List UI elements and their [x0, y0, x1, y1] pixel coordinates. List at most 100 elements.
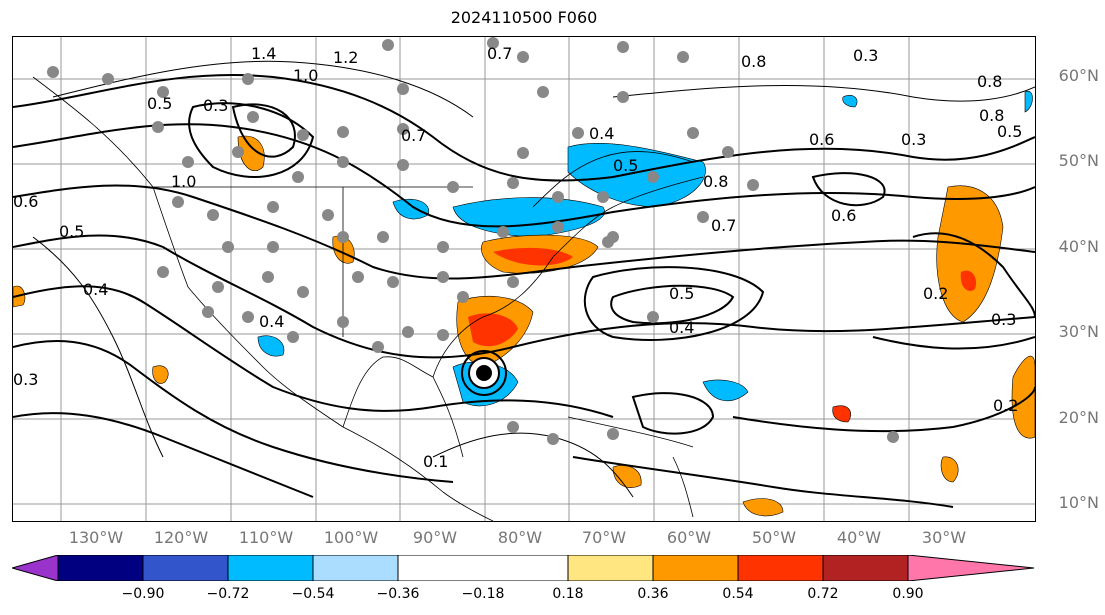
- station-dot: [172, 196, 184, 208]
- contour-label: 0.5: [997, 122, 1022, 141]
- lon-label: 30°W: [921, 528, 967, 547]
- station-dot: [222, 241, 234, 253]
- station-dot: [247, 111, 259, 123]
- station-markers: [47, 37, 899, 445]
- station-dot: [747, 179, 759, 191]
- lat-label: 20°N: [1058, 408, 1099, 427]
- station-dot: [152, 121, 164, 133]
- station-dot: [387, 276, 399, 288]
- station-dot: [547, 433, 559, 445]
- colorbar-cell: [822, 555, 909, 581]
- station-dot: [517, 51, 529, 63]
- station-dot: [397, 159, 409, 171]
- contour-label: 0.3: [901, 130, 926, 149]
- lon-label: 50°W: [751, 528, 797, 547]
- contour-label: 1.4: [251, 44, 276, 63]
- colorbar-tick: −0.90: [121, 586, 165, 602]
- station-dot: [552, 191, 564, 203]
- station-dot: [397, 83, 409, 95]
- station-dot: [607, 231, 619, 243]
- contour-label: 0.5: [147, 94, 172, 113]
- contour-label: 1.0: [171, 172, 196, 191]
- station-dot: [337, 156, 349, 168]
- station-dot: [647, 311, 659, 323]
- map-canvas: 1.4 1.2 1.0 0.5 0.3 0.8 0.7 0.4 0.6 0.5 …: [13, 37, 1035, 521]
- station-dot: [537, 86, 549, 98]
- lon-label: 40°W: [836, 528, 882, 547]
- lat-label: 10°N: [1058, 493, 1099, 512]
- station-dot: [337, 316, 349, 328]
- station-dot: [722, 146, 734, 158]
- colorbar-under-triangle: [12, 555, 59, 581]
- station-dot: [157, 266, 169, 278]
- station-dot: [102, 73, 114, 85]
- colorbar-cell: [142, 555, 229, 581]
- contour-label: 0.3: [13, 370, 38, 389]
- station-dot: [617, 41, 629, 53]
- station-dot: [457, 291, 469, 303]
- station-dot: [487, 37, 499, 49]
- station-dot: [372, 341, 384, 353]
- contours: [13, 74, 1035, 508]
- map-panel: 1.4 1.2 1.0 0.5 0.3 0.8 0.7 0.4 0.6 0.5 …: [12, 36, 1036, 522]
- colorbar-tick: 0.36: [637, 586, 669, 602]
- lon-label: 60°W: [666, 528, 712, 547]
- colorbar-cell: [397, 555, 569, 581]
- station-dot: [507, 177, 519, 189]
- contour-label: 0.7: [711, 216, 736, 235]
- contour-label: 0.5: [59, 222, 84, 241]
- lat-label: 50°N: [1058, 151, 1099, 170]
- contour-label: 0.2: [993, 396, 1018, 415]
- storm-center: [461, 350, 507, 396]
- lon-label: 80°W: [497, 528, 543, 547]
- colorbar-cell: [737, 555, 824, 581]
- contour-label: 0.1: [423, 452, 448, 471]
- contour-label: 0.2: [923, 284, 948, 303]
- station-dot: [687, 127, 699, 139]
- station-dot: [437, 271, 449, 283]
- contour-labels: 1.4 1.2 1.0 0.5 0.3 0.8 0.7 0.4 0.6 0.5 …: [13, 44, 1022, 471]
- station-dot: [297, 129, 309, 141]
- colorbar-tick: −0.72: [206, 586, 250, 602]
- station-dot: [607, 428, 619, 440]
- colorbar-over-triangle: [907, 555, 1035, 581]
- station-dot: [377, 231, 389, 243]
- station-dot: [437, 241, 449, 253]
- contour-label: 0.4: [83, 280, 108, 299]
- contour-label: 1.2: [333, 48, 358, 67]
- contour-label: 0.7: [401, 126, 426, 145]
- contour-label: 0.6: [809, 130, 834, 149]
- station-dot: [497, 226, 509, 238]
- station-dot: [207, 209, 219, 221]
- contour-label: 0.3: [991, 310, 1016, 329]
- colorbar-tick: −0.18: [461, 586, 505, 602]
- lon-label: 90°W: [412, 528, 458, 547]
- lon-label: 120°W: [153, 528, 209, 547]
- station-dot: [212, 281, 224, 293]
- lon-label: 100°W: [323, 528, 379, 547]
- contour-label: 0.6: [13, 192, 38, 211]
- colorbar-cell: [567, 555, 654, 581]
- contour-label: 0.8: [979, 106, 1004, 125]
- lon-label: 110°W: [238, 528, 294, 547]
- station-dot: [287, 331, 299, 343]
- station-dot: [242, 73, 254, 85]
- station-dot: [697, 211, 709, 223]
- contour-label: 0.3: [853, 46, 878, 65]
- station-dot: [157, 86, 169, 98]
- colorbar: [12, 555, 1035, 581]
- station-dot: [47, 66, 59, 78]
- contour-label: 0.7: [487, 44, 512, 63]
- map-title: 2024110500 F060: [450, 8, 598, 27]
- lon-label: 70°W: [581, 528, 627, 547]
- station-dot: [382, 39, 394, 51]
- station-dot: [402, 326, 414, 338]
- colorbar-tick: 0.72: [807, 586, 839, 602]
- contour-label: 0.5: [669, 284, 694, 303]
- station-dot: [437, 329, 449, 341]
- colorbar-tick: 0.18: [552, 586, 584, 602]
- lat-label: 60°N: [1058, 66, 1099, 85]
- contour-label: 0.8: [741, 52, 766, 71]
- colorbar-tick: 0.54: [722, 586, 754, 602]
- station-dot: [182, 156, 194, 168]
